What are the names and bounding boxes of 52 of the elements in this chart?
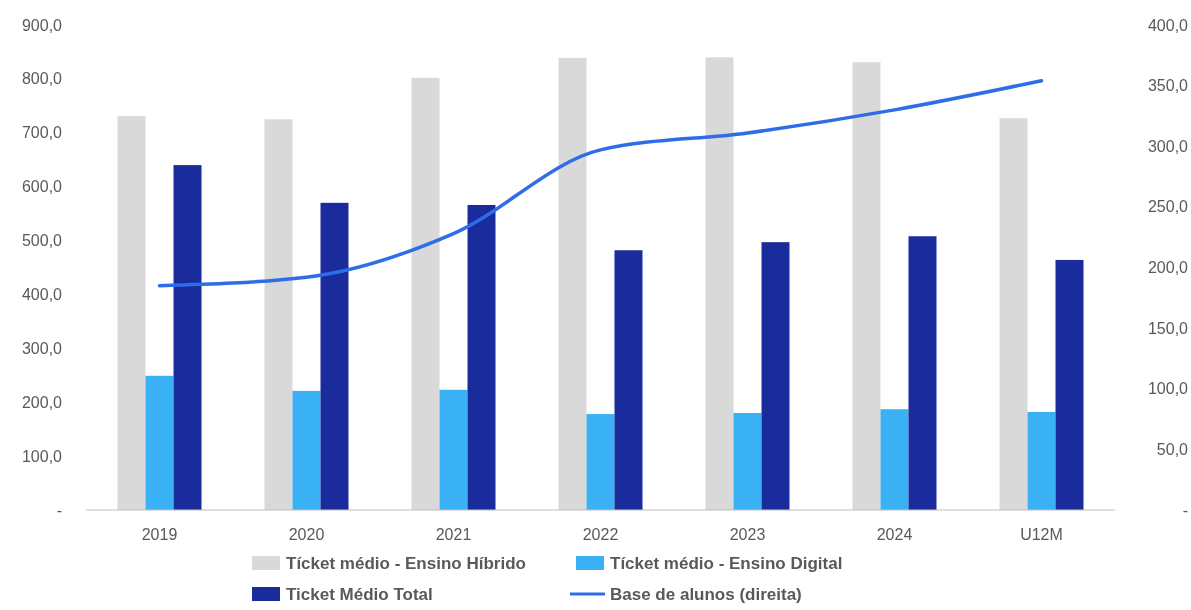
bar bbox=[761, 242, 790, 510]
bar bbox=[614, 250, 643, 510]
y-tick-label: 500,0 bbox=[21, 232, 63, 250]
bar bbox=[411, 77, 440, 510]
x-tick-label: U12M bbox=[1020, 526, 1063, 543]
x-tick-label: 2022 bbox=[582, 526, 619, 543]
bar bbox=[908, 236, 937, 510]
y2-tick-label: 300,0 bbox=[1147, 137, 1189, 155]
bar bbox=[264, 119, 293, 510]
y-tick-label: 700,0 bbox=[21, 124, 63, 142]
x-tick-label: 2023 bbox=[729, 526, 766, 543]
y2-tick-label: 400,0 bbox=[1147, 16, 1189, 34]
bar bbox=[1027, 411, 1056, 510]
y-tick-label: 200,0 bbox=[21, 393, 63, 411]
bar bbox=[117, 116, 146, 510]
legend-label: Tícket médio - Ensino Híbrido bbox=[286, 554, 526, 573]
y-tick-label: 800,0 bbox=[21, 70, 63, 88]
y-tick-label: - bbox=[56, 501, 62, 519]
y2-tick-label: 100,0 bbox=[1147, 380, 1189, 398]
line-series bbox=[157, 79, 1044, 288]
y2-tick-label: 150,0 bbox=[1147, 319, 1189, 337]
bar bbox=[880, 409, 909, 510]
bar bbox=[320, 202, 349, 510]
bar bbox=[145, 375, 174, 510]
bar bbox=[1055, 259, 1084, 510]
bar bbox=[705, 57, 734, 510]
y-tick-label: 300,0 bbox=[21, 339, 63, 357]
y-tick-label: 900,0 bbox=[21, 16, 63, 34]
legend-label: Ticket Médio Total bbox=[286, 585, 433, 604]
y2-tick-label: 250,0 bbox=[1147, 198, 1189, 216]
legend-label: Tícket médio - Ensino Digital bbox=[610, 554, 843, 573]
bar bbox=[292, 390, 321, 510]
y2-tick-label: 350,0 bbox=[1147, 77, 1189, 95]
bar bbox=[467, 204, 496, 510]
x-tick-label: 2019 bbox=[141, 526, 178, 543]
y-tick-label: 100,0 bbox=[21, 447, 63, 465]
bar bbox=[852, 62, 881, 510]
y2-tick-label: 50,0 bbox=[1156, 440, 1189, 458]
y-tick-label: 600,0 bbox=[21, 178, 63, 196]
bar bbox=[558, 57, 587, 510]
bar bbox=[999, 118, 1028, 510]
legend-label: Base de alunos (direita) bbox=[610, 585, 802, 604]
x-tick-label: 2021 bbox=[435, 526, 472, 543]
x-tick-label: 2024 bbox=[876, 526, 913, 543]
x-tick-label: 2020 bbox=[288, 526, 325, 543]
y-tick-label: 400,0 bbox=[21, 286, 63, 304]
bar bbox=[439, 389, 468, 510]
bar bbox=[173, 165, 202, 510]
bar bbox=[586, 414, 615, 510]
y2-tick-label: 200,0 bbox=[1147, 259, 1189, 277]
bar bbox=[733, 413, 762, 510]
y2-tick-label: - bbox=[1182, 501, 1188, 519]
